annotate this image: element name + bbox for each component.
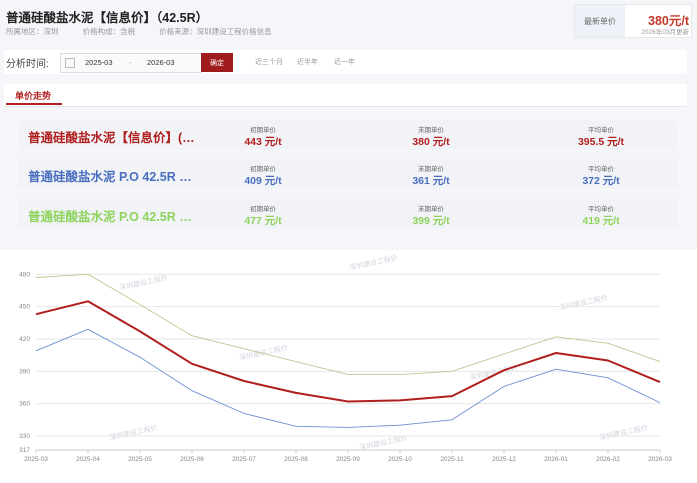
latest-price-label: 最新单价 [575,5,625,37]
row-1-final-label: 末期单价 [418,127,444,134]
summary-row-1: 普通硅酸盐水泥【信息价】(… 初期单价 443 元/t 末期单价 380 元/t… [18,120,678,150]
x-tick-2026-03: 2026-03 [648,456,672,463]
calendar-icon [65,58,75,68]
row-2-name: 普通硅酸盐水泥 P.O 42.5R … [28,170,192,184]
x-tick-2025-11: 2025-11 [440,456,464,463]
x-tick-2025-03: 2025-03 [24,456,48,463]
row-3-initial-label: 初期单价 [250,206,276,213]
price-type-text: 价格构成：含税 [82,27,136,36]
date-separator: - [129,58,132,67]
summary-row-3: 普通硅酸盐水泥 P.O 42.5R … 初期单价 477 元/t 末期单价 39… [18,199,678,229]
x-tick-2025-12: 2025-12 [492,456,516,463]
row-3-initial-value: 477 元/t [244,215,282,227]
row-2-initial-label: 初期单价 [250,166,276,173]
row-1-average-label: 平均单价 [588,127,614,134]
row-1-name: 普通硅酸盐水泥【信息价】(… [28,131,195,145]
y-tick-330: 330 [19,433,30,440]
x-tick-2025-07: 2025-07 [232,456,256,463]
row-3-final-label: 末期单价 [418,206,444,213]
x-tick-2025-08: 2025-08 [284,456,308,463]
tab-bar: 单价走势 [4,84,687,107]
header: 普通硅酸盐水泥【信息价】（42.5R） 所属地区：深圳 价格构成：含税 价格来源… [0,0,697,44]
date-range-picker[interactable]: 2025-03 - 2026-03 [60,53,202,73]
confirm-button[interactable]: 确定 [201,53,233,72]
watermark-1: 深圳建设工程价 [349,253,399,272]
quick-half-year[interactable]: 近半年 [297,59,318,66]
latest-price-value: 380元/t [648,14,689,28]
row-2-average-value: 372 元/t [582,175,620,187]
page-title: 普通硅酸盐水泥【信息价】（42.5R） [6,11,209,25]
row-3-average-value: 419 元/t [582,215,620,227]
series-1-line [35,300,661,403]
row-1-initial-label: 初期单价 [250,127,276,134]
row-1-final-value: 380 元/t [412,136,450,148]
watermark-5: 深圳建设工程价 [109,423,159,442]
watermark-3: 深圳建设工程价 [239,343,289,362]
tab-underline [6,103,62,105]
chart-svg: 深圳建设工程价深圳建设工程价深圳建设工程价深圳建设工程价深圳建设工程价深圳建设工… [19,253,672,463]
x-tick-2026-02: 2026-02 [596,456,620,463]
meta-info: 所属地区：深圳 价格构成：含税 价格来源：深圳建设工程价格信息 [6,26,294,37]
summary-row-2: 普通硅酸盐水泥 P.O 42.5R … 初期单价 409 元/t 末期单价 36… [18,159,678,189]
end-date-field[interactable]: 2026-03 [147,58,175,67]
row-3-average-label: 平均单价 [588,206,614,213]
row-1-average-value: 395.5 元/t [577,136,625,148]
row-2-final-value: 361 元/t [412,175,450,187]
row-2-final-label: 末期单价 [418,166,444,173]
x-tick-2025-06: 2025-06 [180,456,204,463]
y-tick-360: 360 [19,401,30,408]
row-2-average-label: 平均单价 [588,166,614,173]
watermark-2: 深圳建设工程价 [559,293,609,312]
row-1-initial-value: 443 元/t [244,136,282,148]
x-tick-2025-04: 2025-04 [76,456,100,463]
analysis-time-label: 分析时间: [6,59,49,70]
latest-price-box: 最新单价 380元/t 2026年03月更新 [574,4,692,38]
watermark-0: 深圳建设工程价 [119,273,169,292]
watermark-4: 深圳建设工程价 [469,363,519,382]
row-3-final-value: 399 元/t [412,215,450,227]
quick-three-months[interactable]: 近三个月 [255,59,283,66]
x-tick-2025-05: 2025-05 [128,456,152,463]
source-text: 价格来源：深圳建设工程价格信息 [159,27,272,36]
y-tick-317: 317 [19,447,30,454]
latest-price-date: 2026年03月更新 [641,29,689,36]
series-2-line [35,328,661,428]
series-3-line [35,273,661,376]
y-tick-390: 390 [19,368,30,375]
y-tick-480: 480 [19,271,30,278]
y-tick-450: 450 [19,304,30,311]
watermark-7: 深圳建设工程价 [599,423,649,442]
tab-price-trend[interactable]: 单价走势 [14,91,51,101]
region-text: 所属地区：深圳 [6,27,59,36]
filter-bar: 分析时间: 2025-03 - 2026-03 确定 近三个月 近半年 近一年 [4,50,687,74]
x-tick-2025-09: 2025-09 [336,456,360,463]
row-2-initial-value: 409 元/t [244,175,282,187]
x-tick-2026-01: 2026-01 [544,456,568,463]
row-3-name: 普通硅酸盐水泥 P.O 42.5R … [28,210,192,224]
quick-one-year[interactable]: 近一年 [334,59,355,66]
start-date-field[interactable]: 2025-03 [85,58,113,67]
x-tick-2025-10: 2025-10 [388,456,412,463]
price-trend-chart: 深圳建设工程价 深圳建设工程价 深圳建设工程价 深圳建设工程价 深圳建设工程价 深圳建设工… [0,250,697,483]
y-tick-420: 420 [19,336,30,343]
